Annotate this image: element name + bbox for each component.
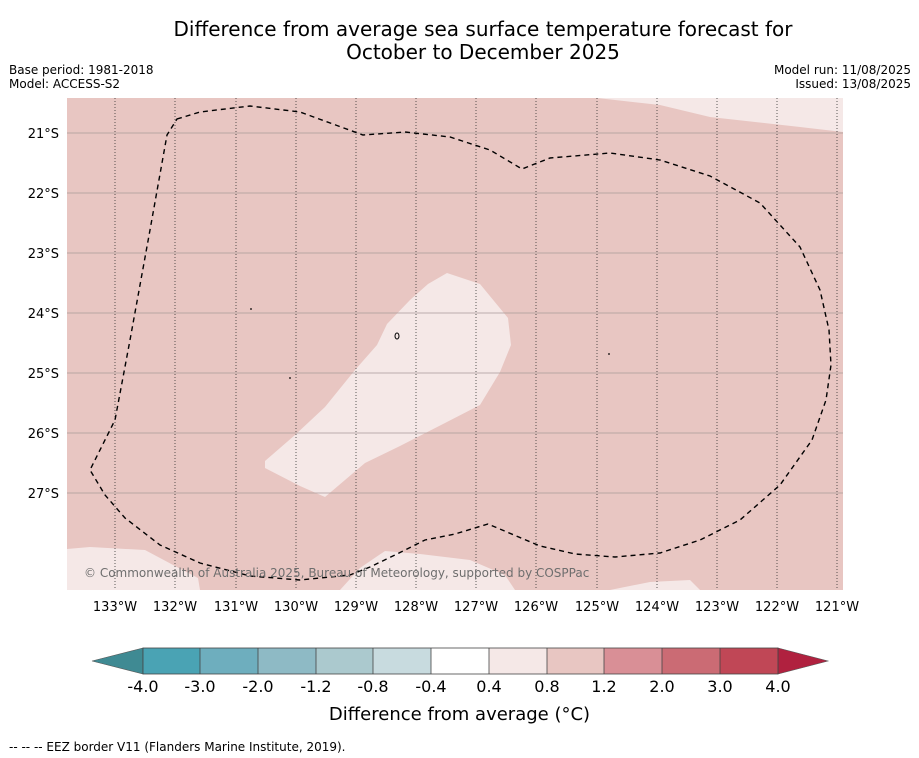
island-marker — [289, 377, 291, 379]
lat-label: 27°S — [28, 487, 59, 502]
colorbar-segment — [373, 648, 431, 674]
lat-label: 24°S — [28, 307, 59, 322]
colorbar: -4.0 -3.0 -2.0 -1.2 -0.8 -0.4 0.4 0.8 1.… — [91, 647, 830, 696]
longitude-labels: 133°W 132°W 131°W 130°W 129°W 128°W 127°… — [93, 600, 859, 615]
base-period-text: Base period: 1981-2018 — [9, 63, 154, 77]
colorbar-segment — [200, 648, 258, 674]
colorbar-segment — [720, 648, 778, 674]
title-line-1: Difference from average sea surface temp… — [173, 17, 793, 41]
island-marker — [608, 353, 610, 355]
colorbar-tick-label: -2.0 — [242, 677, 273, 696]
lon-label: 125°W — [575, 600, 619, 615]
colorbar-under-arrow — [91, 647, 144, 675]
colorbar-tick-label: 2.0 — [649, 677, 674, 696]
lat-label: 22°S — [28, 187, 59, 202]
colorbar-tick-label: -0.4 — [415, 677, 446, 696]
info-left: Base period: 1981-2018 Model: ACCESS-S2 — [9, 63, 154, 91]
title-line-2: October to December 2025 — [346, 40, 620, 64]
colorbar-segment — [316, 648, 373, 674]
colorbar-segment — [143, 648, 200, 674]
colorbar-tick-label: -4.0 — [127, 677, 158, 696]
lon-label: 128°W — [394, 600, 438, 615]
lon-label: 127°W — [454, 600, 498, 615]
latitude-labels: 21°S 22°S 23°S 24°S 25°S 26°S 27°S — [28, 127, 59, 502]
colorbar-tick-label: 3.0 — [707, 677, 732, 696]
lon-label: 130°W — [274, 600, 318, 615]
issued-text: Issued: 13/08/2025 — [795, 77, 911, 91]
lat-label: 23°S — [28, 247, 59, 262]
colorbar-segment — [431, 648, 489, 674]
lon-label: 124°W — [635, 600, 679, 615]
lat-label: 21°S — [28, 127, 59, 142]
island-marker — [250, 308, 252, 310]
lon-label: 121°W — [815, 600, 859, 615]
anomaly-patch-southeast — [610, 580, 700, 590]
anomaly-patch-southwest — [67, 547, 200, 590]
copyright-text: © Commonwealth of Australia 2025, Bureau… — [84, 566, 589, 580]
anomaly-patch-central — [265, 273, 511, 497]
info-right: Model run: 11/08/2025 Issued: 13/08/2025 — [774, 63, 911, 91]
colorbar-segment — [258, 648, 316, 674]
lon-label: 122°W — [755, 600, 799, 615]
island-marker — [394, 332, 400, 340]
colorbar-tick-label: 0.8 — [534, 677, 559, 696]
model-text: Model: ACCESS-S2 — [9, 77, 121, 91]
colorbar-segment — [662, 648, 720, 674]
colorbar-tick-label: -3.0 — [184, 677, 215, 696]
colorbar-tick-label: 1.2 — [591, 677, 616, 696]
lon-label: 123°W — [695, 600, 739, 615]
colorbar-dividers — [199, 648, 721, 674]
colorbar-segment — [547, 648, 604, 674]
anomaly-patch-northeast — [597, 98, 843, 132]
chart-title: Difference from average sea surface temp… — [0, 18, 919, 64]
lon-label: 133°W — [93, 600, 137, 615]
colorbar-frame — [142, 647, 779, 675]
colorbar-over-arrow — [777, 647, 830, 675]
lon-label: 126°W — [514, 600, 558, 615]
lon-label: 132°W — [153, 600, 197, 615]
longitude-gridlines — [114, 98, 838, 590]
lat-label: 26°S — [28, 427, 59, 442]
eez-border — [89, 105, 832, 581]
colorbar-tick-label: 0.4 — [476, 677, 501, 696]
lon-label: 131°W — [214, 600, 258, 615]
model-run-text: Model run: 11/08/2025 — [773, 63, 911, 77]
colorbar-tick-label: 4.0 — [765, 677, 790, 696]
colorbar-segment — [489, 648, 547, 674]
colorbar-tick-label: -0.8 — [357, 677, 388, 696]
colorbar-segment — [604, 648, 662, 674]
footnote: -- -- -- EEZ border V11 (Flanders Marine… — [9, 740, 346, 754]
lon-label: 129°W — [334, 600, 378, 615]
latitude-gridlines — [67, 132, 843, 494]
lat-label: 25°S — [28, 367, 59, 382]
colorbar-tick-label: -1.2 — [300, 677, 331, 696]
colorbar-title: Difference from average (°C) — [328, 704, 591, 725]
